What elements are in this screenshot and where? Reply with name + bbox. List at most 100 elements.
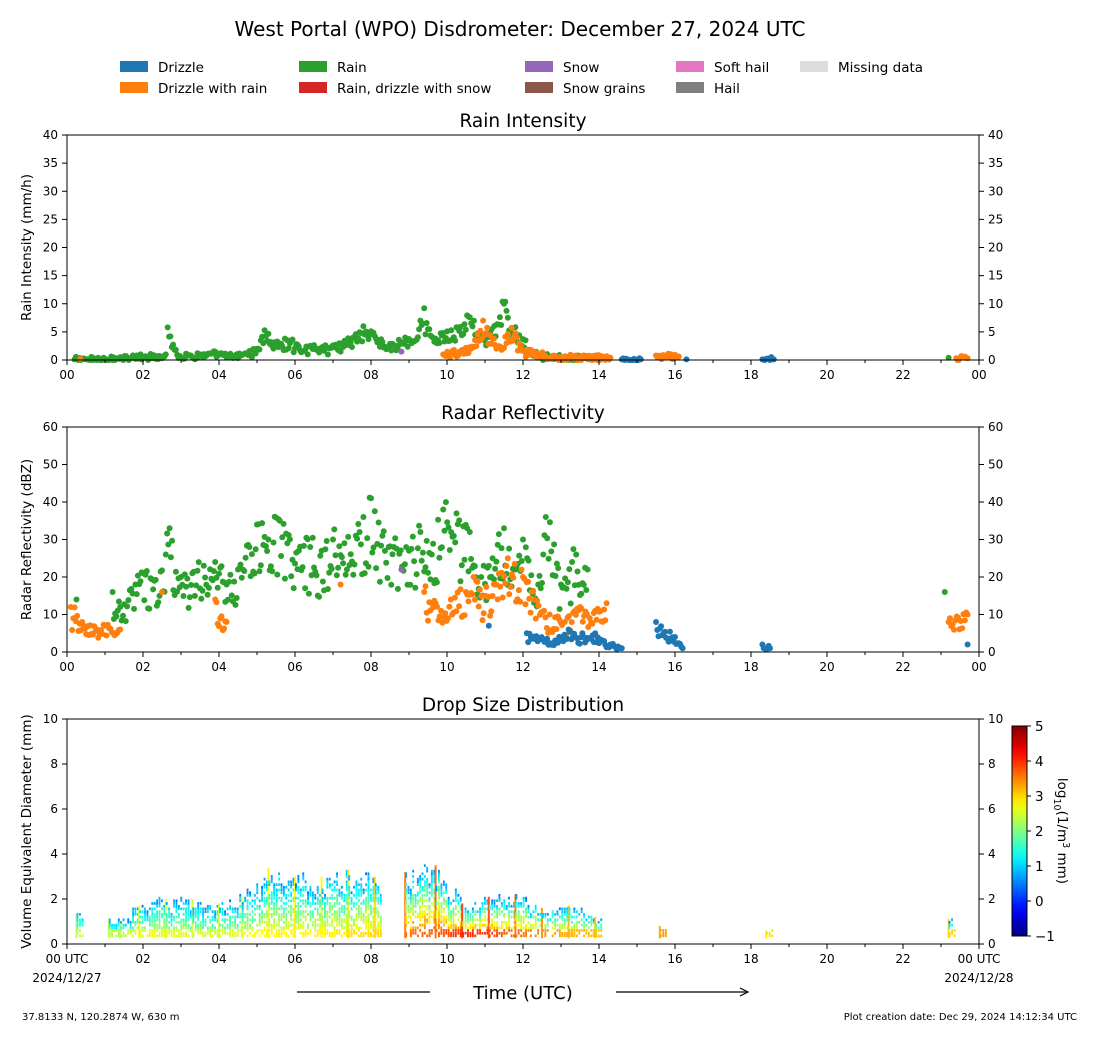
- heatmap-cell: [263, 913, 266, 916]
- data-point: [540, 551, 547, 558]
- heatmap-cell: [156, 934, 158, 938]
- heatmap-cell: [76, 923, 79, 927]
- heatmap-cell: [321, 902, 324, 905]
- data-point: [188, 582, 195, 588]
- heatmap-cell: [365, 921, 367, 924]
- heatmap-cell: [175, 904, 178, 908]
- heatmap-cell: [370, 931, 372, 935]
- heatmap-cell: [433, 926, 436, 930]
- heatmap-cell: [529, 926, 532, 930]
- heatmap-cell: [253, 907, 256, 911]
- heatmap-cell: [409, 926, 412, 930]
- heatmap-cell: [440, 915, 443, 919]
- heatmap-cell: [520, 934, 523, 938]
- heatmap-cell: [566, 931, 569, 935]
- heatmap-cell: [405, 883, 408, 886]
- heatmap-cell: [134, 913, 137, 916]
- heatmap-cell: [479, 929, 481, 932]
- heatmap-cell: [365, 896, 367, 900]
- heatmap-cell: [273, 910, 276, 913]
- heatmap-cell: [153, 923, 156, 927]
- heatmap-cell: [488, 904, 491, 908]
- y-tick-label-left: 25: [43, 212, 58, 226]
- heatmap-cell: [409, 918, 412, 922]
- heatmap-cell: [307, 931, 309, 935]
- heatmap-cell: [241, 918, 244, 922]
- heatmap-cell: [372, 896, 375, 900]
- heatmap-cell: [467, 929, 469, 932]
- heatmap-cell: [275, 891, 278, 895]
- legend-swatch-hail: [676, 82, 704, 93]
- heatmap-cell: [566, 934, 569, 938]
- heatmap-cell: [435, 913, 438, 916]
- heatmap-cell: [239, 913, 242, 916]
- heatmap-cell: [302, 923, 305, 927]
- data-point: [516, 552, 523, 559]
- data-point: [442, 610, 449, 617]
- heatmap-cell: [287, 880, 290, 884]
- heatmap-cell: [338, 929, 341, 932]
- data-point: [453, 608, 460, 615]
- heatmap-cell: [508, 923, 510, 927]
- heatmap-cell: [587, 926, 590, 930]
- heatmap-cell: [180, 934, 183, 938]
- heatmap-cell: [496, 929, 498, 932]
- heatmap-cell: [583, 921, 585, 924]
- heatmap-cell: [587, 931, 590, 935]
- data-point: [146, 605, 153, 612]
- heatmap-cell: [419, 880, 422, 884]
- heatmap-cell: [459, 926, 462, 930]
- data-point: [473, 343, 480, 350]
- data-point: [389, 551, 396, 558]
- heatmap-cell: [266, 888, 268, 892]
- heatmap-cell: [554, 913, 556, 916]
- heatmap-cell: [491, 907, 494, 911]
- data-point: [313, 572, 320, 579]
- data-point: [566, 566, 573, 573]
- heatmap-cell: [340, 918, 343, 922]
- heatmap-cell: [263, 885, 266, 889]
- heatmap-cell: [331, 883, 334, 886]
- heatmap-cell: [256, 891, 259, 895]
- heatmap-cell: [163, 923, 166, 927]
- heatmap-cell: [122, 918, 125, 922]
- x-tick-label: 10: [439, 368, 454, 382]
- heatmap-cell: [268, 904, 271, 908]
- heatmap-cell: [454, 913, 457, 916]
- heatmap-cell: [350, 891, 353, 895]
- data-point: [546, 519, 553, 526]
- heatmap-cell: [177, 915, 180, 919]
- heatmap-cell: [575, 915, 578, 919]
- heatmap-cell: [409, 902, 412, 905]
- heatmap-cell: [409, 934, 412, 938]
- heatmap-cell: [590, 915, 593, 919]
- heatmap-cell: [568, 918, 571, 922]
- heatmap-cell: [484, 918, 486, 922]
- heatmap-cell: [295, 926, 297, 930]
- heatmap-cell: [357, 926, 360, 930]
- data-point: [71, 604, 78, 611]
- heatmap-cell: [367, 899, 370, 903]
- heatmap-cell: [278, 872, 280, 876]
- heatmap-cell: [585, 923, 588, 927]
- data-point: [331, 526, 338, 533]
- heatmap-cell: [467, 926, 469, 930]
- heatmap-cell: [319, 904, 322, 908]
- heatmap-cell: [226, 913, 229, 916]
- heatmap-cell: [421, 931, 424, 935]
- heatmap-cell: [165, 921, 168, 924]
- heatmap-cell: [438, 891, 440, 895]
- heatmap-cell: [423, 923, 426, 927]
- heatmap-cell: [333, 915, 336, 919]
- heatmap-cell: [190, 913, 192, 916]
- heatmap-cell: [447, 902, 450, 905]
- colorbar-label-part: (1/m: [1054, 811, 1070, 843]
- heatmap-cell: [595, 923, 598, 927]
- heatmap-cell: [546, 923, 549, 927]
- heatmap-cell: [275, 913, 278, 916]
- heatmap-cell: [355, 913, 358, 916]
- heatmap-cell: [156, 929, 158, 932]
- colorbar-tick-label: 1: [1035, 859, 1044, 875]
- heatmap-cell: [498, 907, 501, 911]
- heatmap-cell: [209, 907, 212, 911]
